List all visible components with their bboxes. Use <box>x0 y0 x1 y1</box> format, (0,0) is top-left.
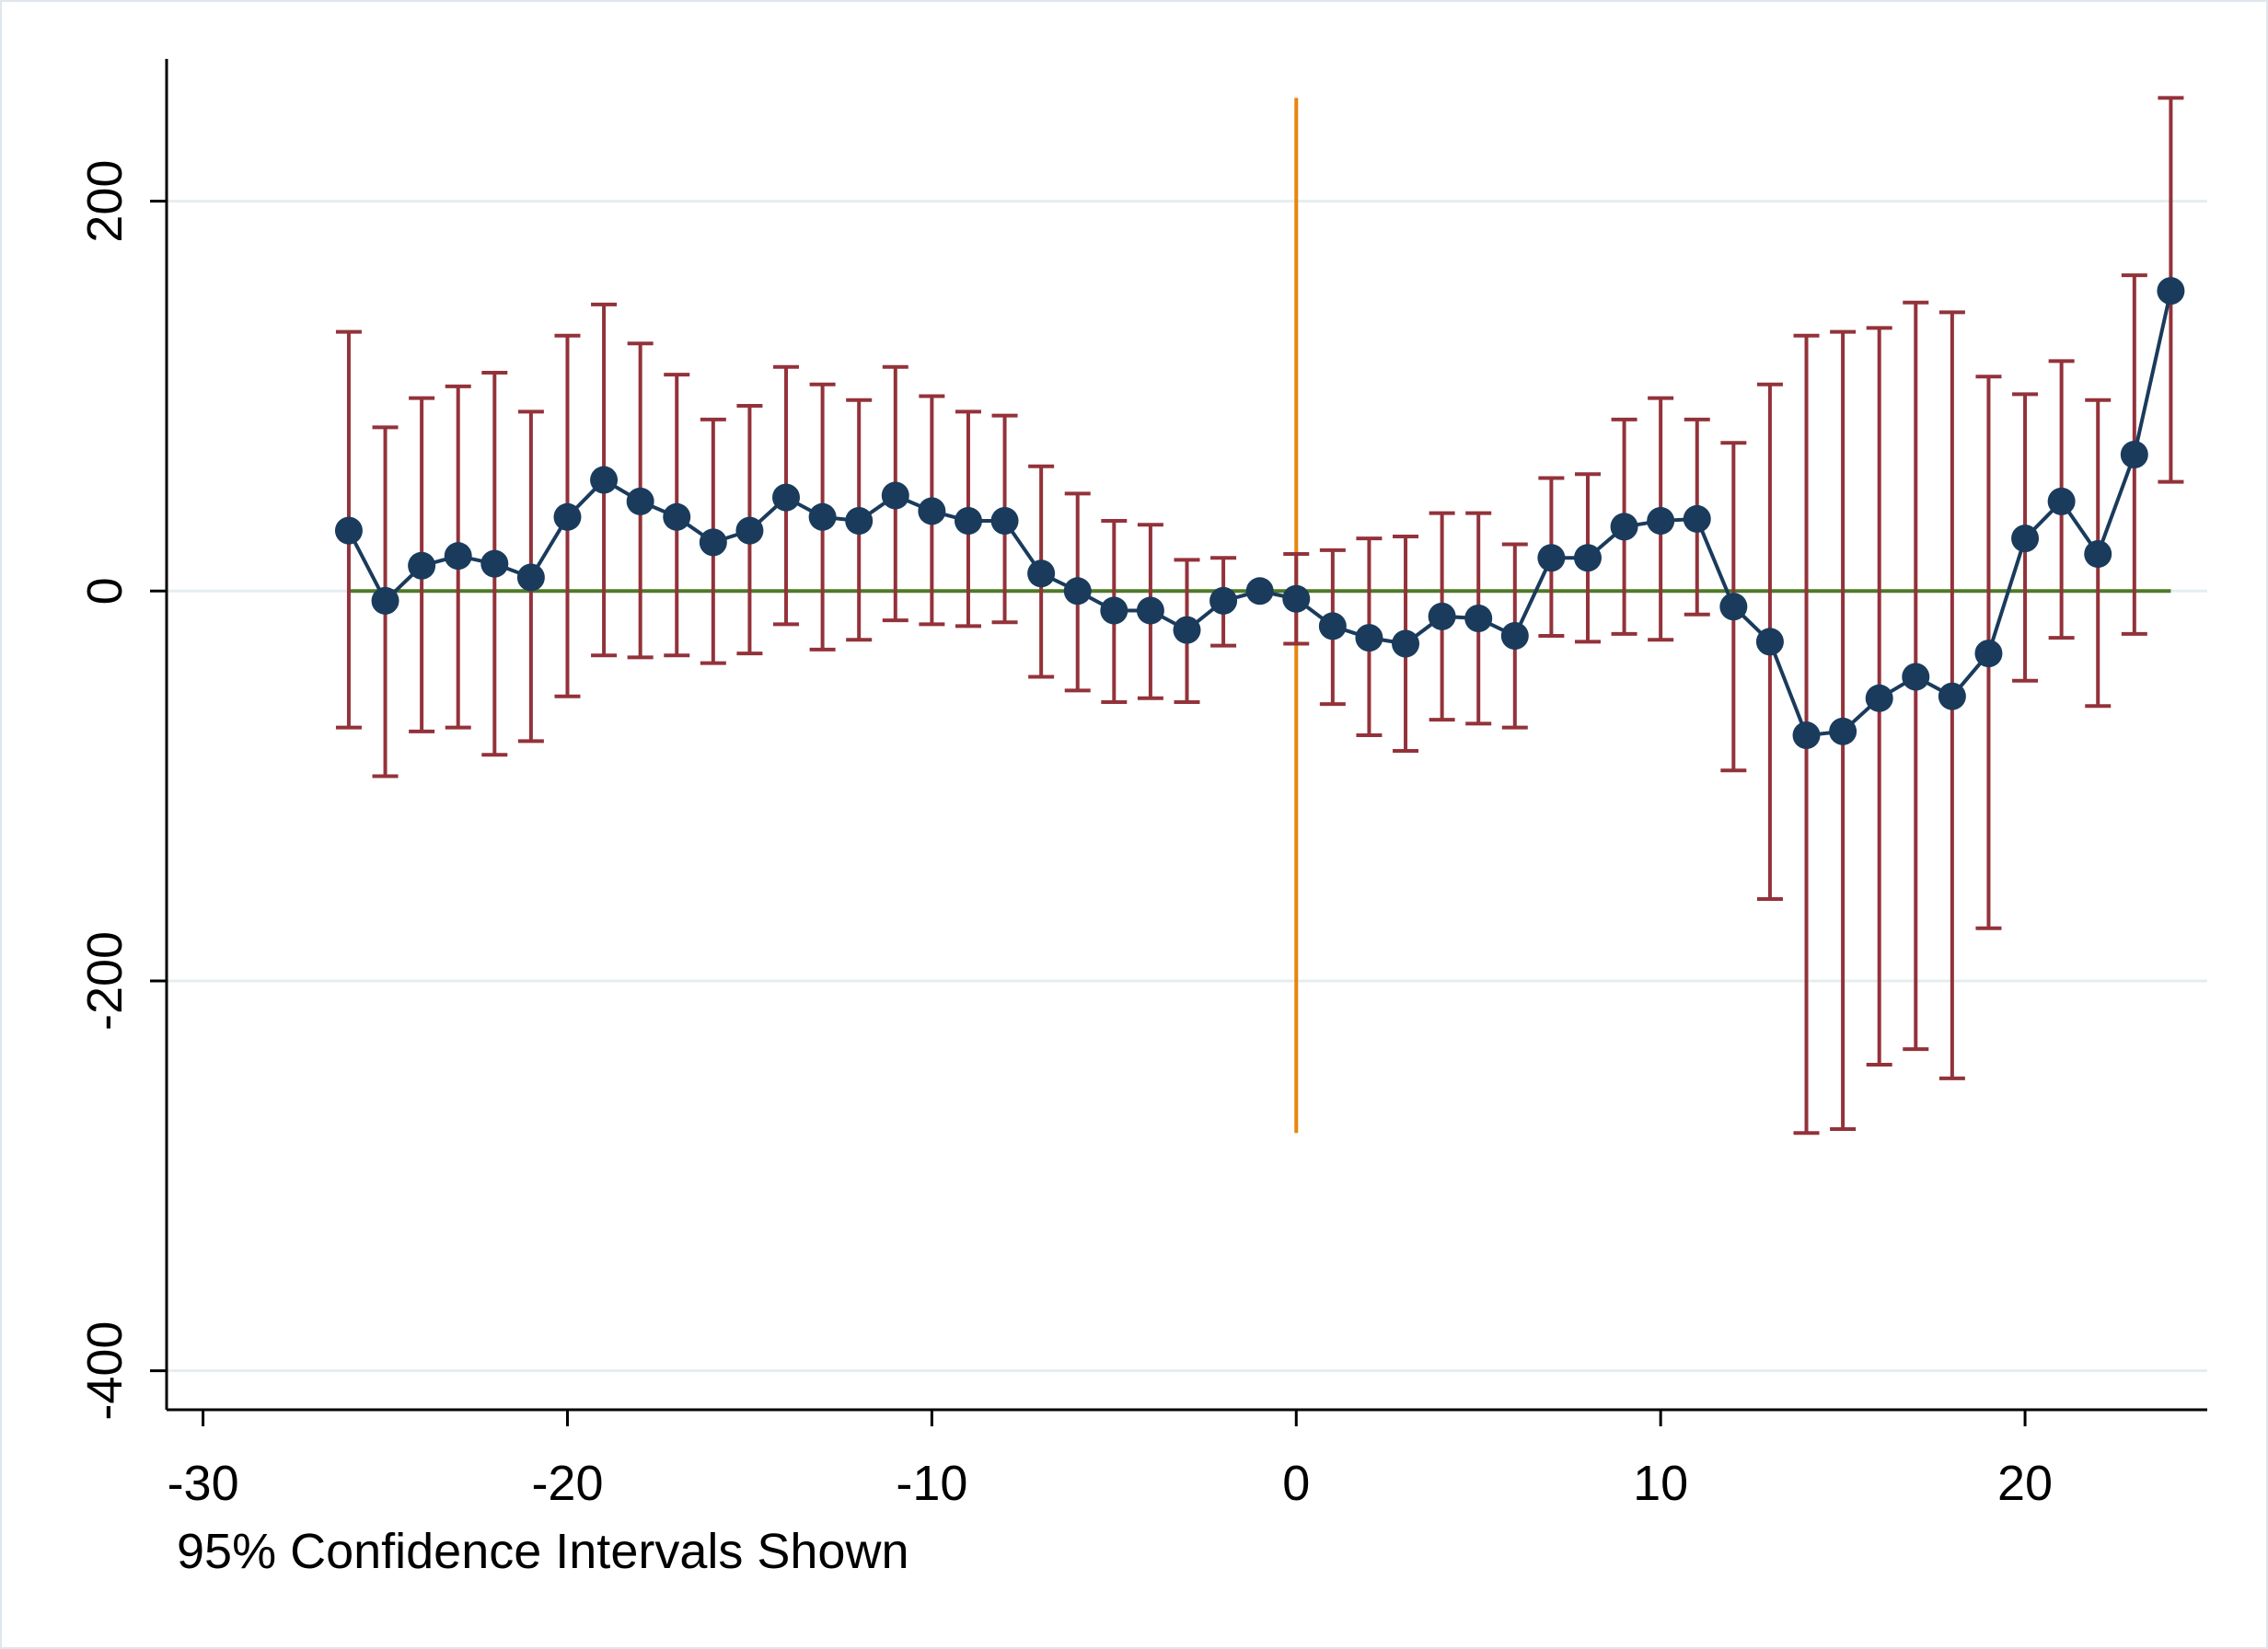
x-tick-label: 0 <box>1282 1456 1310 1511</box>
estimate-point <box>1610 513 1638 541</box>
estimate-point <box>845 507 874 536</box>
estimate-points <box>334 277 2185 750</box>
estimate-point <box>1245 577 1274 605</box>
estimate-point <box>808 502 837 531</box>
estimate-point <box>1865 684 1893 712</box>
estimate-point <box>1027 559 1056 588</box>
estimate-point <box>1355 624 1383 652</box>
x-tick-label: 20 <box>1997 1456 2053 1511</box>
estimate-point <box>1537 544 1566 572</box>
estimate-point <box>1428 602 1456 630</box>
estimate-point <box>553 502 582 531</box>
x-tick-label: -10 <box>896 1456 967 1511</box>
estimate-point <box>1829 717 1857 745</box>
estimate-point <box>2157 277 2185 306</box>
x-tick-label: -30 <box>168 1456 239 1511</box>
estimate-point <box>1063 577 1092 605</box>
estimate-point <box>990 507 1019 536</box>
estimate-point <box>1392 629 1420 658</box>
estimate-point <box>1173 616 1201 644</box>
estimate-point <box>1464 604 1493 632</box>
y-tick-label: 0 <box>77 577 133 605</box>
estimate-point <box>626 487 654 515</box>
estimate-point <box>881 481 909 510</box>
estimate-point <box>1282 584 1311 613</box>
y-tick-label: 200 <box>77 160 133 243</box>
estimate-point <box>663 502 691 531</box>
estimate-point <box>1573 544 1602 572</box>
estimate-point <box>735 516 764 545</box>
estimate-point <box>516 563 545 592</box>
estimate-point <box>772 483 801 512</box>
estimate-point <box>918 497 946 525</box>
estimate-point <box>1792 721 1821 750</box>
estimate-point <box>1683 504 1711 533</box>
axes <box>150 59 2207 1426</box>
estimate-point <box>2120 441 2148 469</box>
estimate-point <box>954 507 982 536</box>
estimate-point <box>1755 628 1784 656</box>
estimate-point <box>2011 525 2040 553</box>
x-tick-label: -20 <box>531 1456 603 1511</box>
y-tick-label: -400 <box>77 1321 133 1421</box>
estimate-point <box>480 549 509 578</box>
y-tick-label: -200 <box>77 931 133 1031</box>
estimate-point <box>1136 596 1164 625</box>
estimate-point <box>1902 663 1930 691</box>
tick-labels: -400 -200 0 200 -30 -20 -10 0 10 20 <box>77 160 2053 1511</box>
estimate-point <box>1209 586 1238 615</box>
estimate-point <box>334 516 363 545</box>
estimate-point <box>1647 507 1675 536</box>
estimate-point <box>590 466 619 494</box>
chart-note: 95% Confidence Intervals Shown <box>177 1524 908 1579</box>
estimate-point <box>2047 487 2076 515</box>
estimate-point <box>408 551 436 580</box>
x-tick-label: 10 <box>1633 1456 1688 1511</box>
estimate-point <box>1318 612 1347 640</box>
estimate-point <box>1938 682 1966 710</box>
estimate-point <box>371 586 399 615</box>
estimate-point <box>1100 596 1128 625</box>
estimate-point <box>2084 540 2112 569</box>
estimate-point <box>1500 622 1529 651</box>
estimate-point <box>1974 640 2003 668</box>
estimate-point <box>699 528 727 557</box>
estimate-point <box>1719 593 1748 621</box>
estimate-point <box>444 542 472 571</box>
